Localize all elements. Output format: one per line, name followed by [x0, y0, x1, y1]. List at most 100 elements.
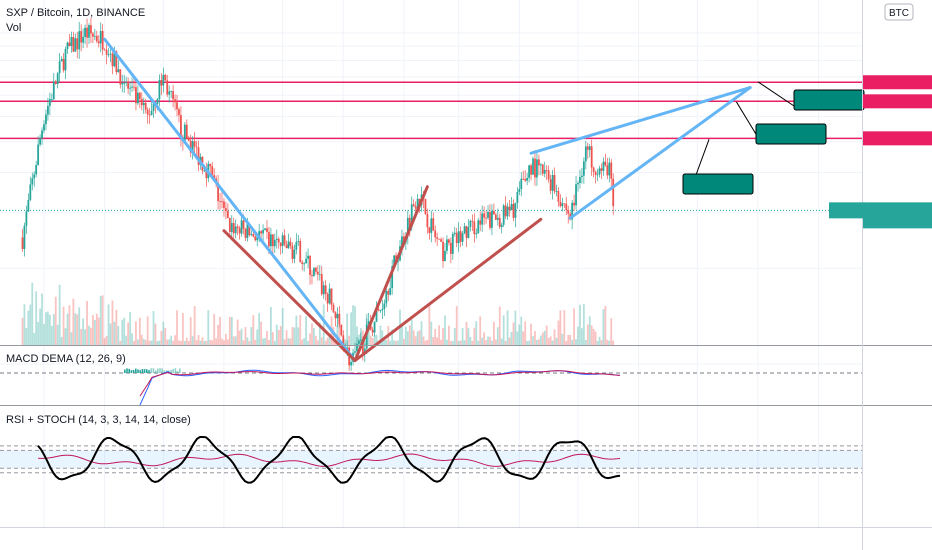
macd-histogram-bar: [148, 370, 150, 373]
macd-histogram-bar: [163, 370, 166, 373]
volume-bar: [553, 329, 556, 345]
volume-bar: [178, 340, 180, 345]
candle-body: [530, 165, 532, 175]
candle-body: [401, 236, 403, 247]
volume-bar: [557, 320, 560, 345]
candle-body: [358, 340, 360, 344]
candle-body: [524, 179, 527, 181]
volume-bar: [459, 340, 462, 345]
macd-histogram-bar: [128, 368, 130, 373]
volume-bar: [86, 300, 88, 345]
volume-bar: [92, 315, 94, 345]
volume-bar: [217, 324, 219, 345]
candle-body: [25, 211, 28, 226]
candle-body: [491, 210, 493, 228]
volume-bar: [262, 338, 264, 345]
volume-bar: [127, 322, 130, 345]
candle-body: [277, 238, 280, 243]
candle-body: [551, 175, 554, 191]
volume-bar: [225, 333, 227, 345]
volume-bar: [608, 340, 611, 345]
volume-bar: [401, 324, 403, 345]
volume-bar: [88, 325, 90, 345]
volume-bar: [234, 336, 237, 345]
volume-bar: [236, 319, 239, 345]
volume-bar: [221, 338, 223, 345]
volume-bar: [473, 327, 476, 345]
volume-bar: [412, 330, 415, 345]
price-axis[interactable]: [829, 75, 932, 229]
candle-body: [50, 99, 53, 100]
candle-body: [479, 220, 482, 225]
candle-body: [74, 38, 77, 52]
volume-bar: [117, 326, 120, 345]
candle-body: [242, 220, 245, 229]
candle-body: [45, 114, 47, 125]
candle-body: [383, 303, 386, 309]
candle-body: [328, 288, 331, 304]
volume-bar: [29, 304, 32, 345]
volume-bar: [348, 335, 351, 345]
candle-body: [135, 87, 137, 104]
volume-bar: [56, 324, 59, 345]
candle-body: [23, 225, 26, 249]
candle-body: [442, 241, 444, 262]
volume-bar: [444, 315, 446, 345]
volume-bar: [226, 339, 229, 345]
volume-bar: [561, 333, 564, 345]
candle-body: [316, 271, 319, 275]
volume-bar: [375, 334, 378, 345]
candle-body: [320, 274, 323, 295]
volume-bar: [187, 340, 190, 345]
candle-body: [301, 262, 304, 265]
candle-body: [434, 230, 437, 238]
candle-body: [279, 242, 282, 247]
candle-body: [510, 203, 513, 211]
candle-body: [144, 102, 147, 110]
level-price-tag: [863, 131, 932, 146]
candle-body: [322, 285, 325, 295]
volume-bar: [416, 331, 419, 345]
candle-body: [565, 203, 568, 211]
volume-bar: [297, 327, 300, 345]
candle-body: [127, 82, 130, 89]
candle-body: [363, 348, 366, 353]
candle-body: [581, 175, 583, 177]
candle-body: [281, 235, 284, 247]
volume-bar: [563, 310, 566, 345]
volume-bar: [379, 325, 382, 345]
volume-bar: [99, 295, 102, 345]
volume-bar: [52, 314, 55, 345]
target-callout-box: [793, 89, 865, 111]
candle-body: [270, 234, 272, 247]
candle-body: [375, 308, 378, 322]
candle-body: [271, 234, 274, 247]
candle-body: [430, 218, 433, 233]
candle-body: [508, 206, 511, 211]
candle-body: [340, 324, 343, 336]
candle-body: [41, 130, 43, 139]
volume-bar: [498, 306, 501, 345]
volume-bar: [582, 303, 585, 345]
candle-body: [371, 329, 374, 333]
volume-bar: [232, 336, 235, 345]
volume-bar: [228, 316, 231, 345]
candle-body: [555, 191, 558, 192]
candle-body: [217, 183, 219, 202]
candle-body: [416, 198, 419, 209]
candle-body: [256, 237, 259, 241]
volume-bar: [332, 326, 335, 345]
candle-body: [180, 115, 182, 138]
candle-body: [379, 310, 382, 311]
candle-body: [115, 51, 118, 73]
volume-bar: [275, 324, 278, 345]
candle-body: [461, 233, 464, 242]
volume-bar: [352, 305, 354, 345]
candle-body: [60, 58, 63, 62]
candle-body: [444, 250, 446, 262]
macd-histogram-bar: [132, 369, 135, 373]
candle-body: [606, 165, 609, 176]
currency-badge[interactable]: BTC: [884, 3, 914, 21]
macd-histogram-bar: [154, 370, 157, 373]
volume-bar: [397, 340, 399, 345]
